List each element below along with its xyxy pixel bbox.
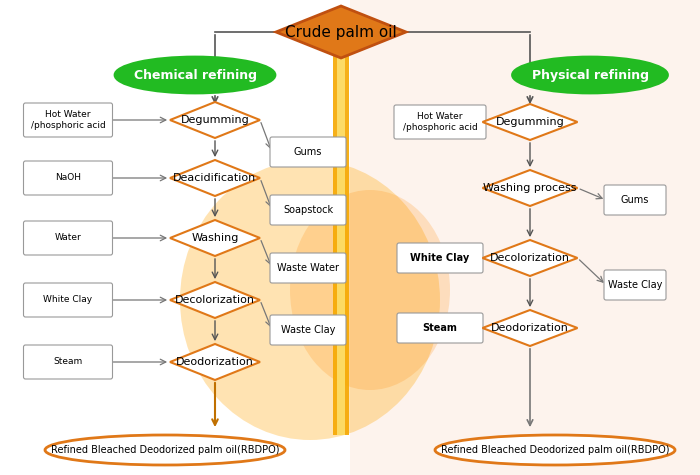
FancyBboxPatch shape [24, 345, 113, 379]
Ellipse shape [290, 190, 450, 390]
Text: Washing: Washing [191, 233, 239, 243]
Text: Degumming: Degumming [496, 117, 564, 127]
FancyBboxPatch shape [604, 270, 666, 300]
Text: Deacidification: Deacidification [174, 173, 257, 183]
Ellipse shape [45, 435, 285, 465]
FancyBboxPatch shape [24, 103, 113, 137]
FancyBboxPatch shape [604, 185, 666, 215]
Text: Deodorization: Deodorization [176, 357, 254, 367]
Text: Chemical refining: Chemical refining [134, 68, 256, 82]
Text: Refined Bleached Deodorized palm oil(RBDPO): Refined Bleached Deodorized palm oil(RBD… [50, 445, 279, 455]
Polygon shape [170, 344, 260, 380]
Text: Gums: Gums [294, 147, 322, 157]
FancyBboxPatch shape [270, 253, 346, 283]
Text: Physical refining: Physical refining [531, 68, 648, 82]
FancyBboxPatch shape [24, 283, 113, 317]
Polygon shape [482, 240, 578, 276]
FancyBboxPatch shape [337, 35, 345, 435]
Text: Decolorization: Decolorization [490, 253, 570, 263]
Text: Washing process: Washing process [483, 183, 577, 193]
Ellipse shape [180, 160, 440, 440]
Polygon shape [170, 160, 260, 196]
FancyBboxPatch shape [270, 137, 346, 167]
Ellipse shape [512, 57, 668, 93]
Text: Degumming: Degumming [181, 115, 249, 125]
Text: Hot Water
/phosphoric acid: Hot Water /phosphoric acid [402, 112, 477, 132]
Polygon shape [482, 104, 578, 140]
Text: NaOH: NaOH [55, 173, 81, 182]
Polygon shape [276, 6, 406, 58]
FancyBboxPatch shape [350, 0, 700, 475]
Text: Water: Water [55, 234, 81, 243]
Text: Decolorization: Decolorization [175, 295, 255, 305]
FancyBboxPatch shape [24, 221, 113, 255]
FancyBboxPatch shape [397, 243, 483, 273]
FancyBboxPatch shape [24, 161, 113, 195]
Text: Refined Bleached Deodorized palm oil(RBDPO): Refined Bleached Deodorized palm oil(RBD… [441, 445, 669, 455]
Text: White Clay: White Clay [43, 295, 92, 304]
Text: Hot Water
/phosphoric acid: Hot Water /phosphoric acid [31, 110, 106, 130]
Polygon shape [482, 170, 578, 206]
Text: Steam: Steam [423, 323, 457, 333]
Text: Waste Clay: Waste Clay [281, 325, 335, 335]
Polygon shape [170, 102, 260, 138]
Polygon shape [170, 282, 260, 318]
FancyBboxPatch shape [333, 35, 349, 435]
Ellipse shape [115, 57, 275, 93]
Text: Crude palm oil: Crude palm oil [285, 25, 397, 39]
Text: Gums: Gums [621, 195, 649, 205]
FancyBboxPatch shape [270, 195, 346, 225]
Text: White Clay: White Clay [410, 253, 470, 263]
Text: Deodorization: Deodorization [491, 323, 569, 333]
Text: Soapstock: Soapstock [283, 205, 333, 215]
Text: Waste Water: Waste Water [277, 263, 339, 273]
FancyBboxPatch shape [270, 315, 346, 345]
Ellipse shape [435, 435, 675, 465]
Polygon shape [170, 220, 260, 256]
FancyBboxPatch shape [397, 313, 483, 343]
Text: Steam: Steam [53, 358, 83, 367]
Text: Waste Clay: Waste Clay [608, 280, 662, 290]
Polygon shape [482, 310, 578, 346]
FancyBboxPatch shape [394, 105, 486, 139]
